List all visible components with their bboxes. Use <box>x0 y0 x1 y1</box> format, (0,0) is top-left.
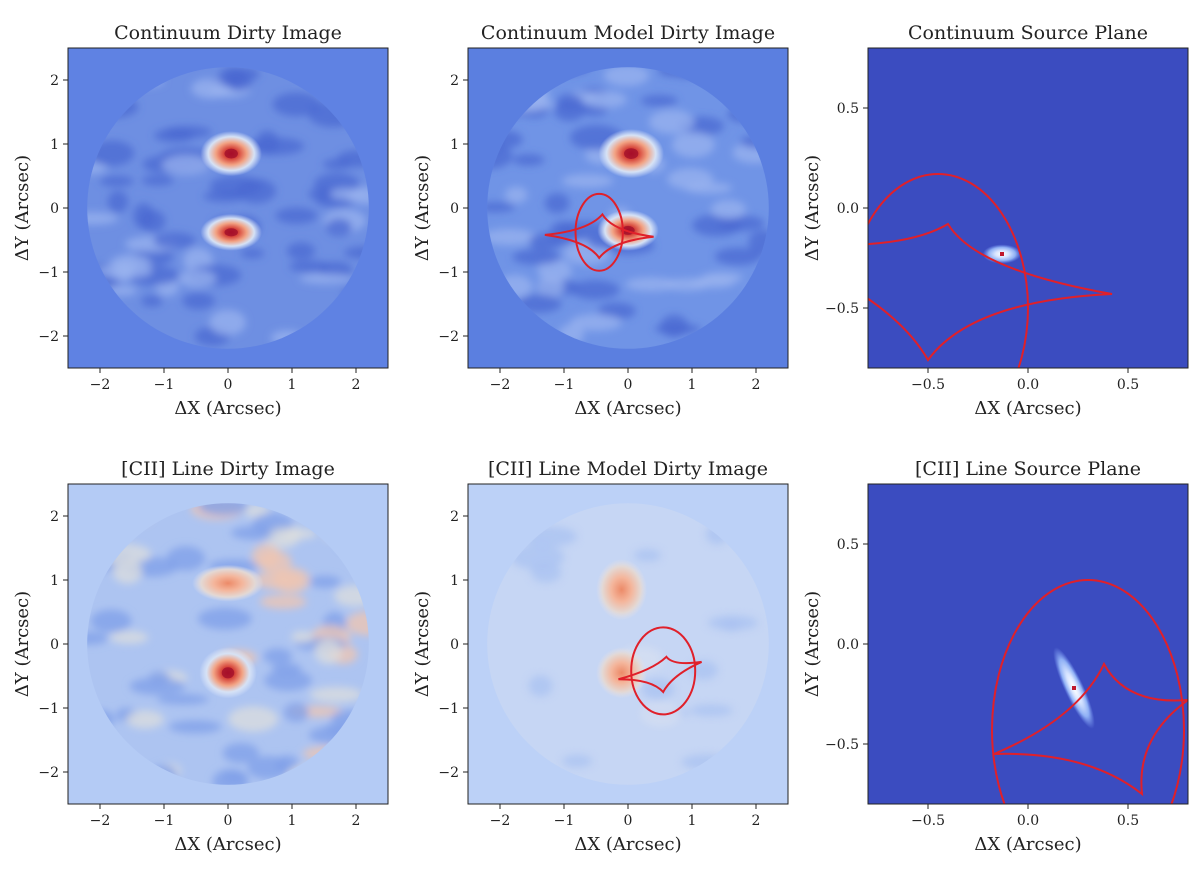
x-tick-label: 0.5 <box>1117 377 1139 393</box>
y-axis-label: ΔY (Arcsec) <box>12 591 33 697</box>
panel-title: [CII] Line Dirty Image <box>121 458 335 480</box>
y-tick-label: −2 <box>38 329 59 345</box>
x-tick-label: 0 <box>624 813 633 829</box>
panel-title: [CII] Line Source Plane <box>915 458 1141 480</box>
x-tick-label: −1 <box>554 377 575 393</box>
y-tick-label: 1 <box>50 137 59 153</box>
caustic <box>618 655 703 694</box>
y-axis-label: ΔY (Arcsec) <box>802 155 823 261</box>
y-tick-label: 0 <box>450 201 459 217</box>
y-tick-label: 2 <box>50 509 59 525</box>
x-tick-label: 1 <box>288 813 297 829</box>
y-tick-label: 0.0 <box>837 637 859 653</box>
source-peak <box>224 228 238 237</box>
panel-title: Continuum Model Dirty Image <box>481 22 775 44</box>
y-tick-label: −1 <box>438 265 459 281</box>
y-tick-label: 0.0 <box>837 201 859 217</box>
y-axis-label: ΔY (Arcsec) <box>802 591 823 697</box>
y-tick-label: 2 <box>450 73 459 89</box>
x-tick-label: 0 <box>224 813 233 829</box>
x-tick-label: −1 <box>154 813 175 829</box>
x-tick-label: −0.5 <box>911 377 945 393</box>
x-tick-label: −1 <box>554 813 575 829</box>
x-axis-label: ΔX (Arcsec) <box>974 834 1081 855</box>
y-tick-label: −2 <box>438 329 459 345</box>
panel-line-dirty: −2 −1 0 1 2 −2 −1 0 1 2 [CII] Line Dirty Image ΔX (… <box>12 458 389 855</box>
source-peak <box>1072 686 1076 690</box>
x-tick-label: 0.0 <box>1017 813 1039 829</box>
panel-cont-source: −0.5 0.0 0.5 −0.5 0.0 0.5 Continuum Source Pla… <box>802 22 1189 419</box>
x-tick-label: 2 <box>352 377 361 393</box>
x-tick-label: 2 <box>752 377 761 393</box>
y-tick-label: 2 <box>450 509 459 525</box>
y-axis-label: ΔY (Arcsec) <box>12 155 33 261</box>
x-axis-label: ΔX (Arcsec) <box>574 398 681 419</box>
critical-curve <box>868 173 1029 368</box>
x-tick-label: −1 <box>154 377 175 393</box>
x-tick-label: 2 <box>752 813 761 829</box>
y-tick-label: 0 <box>450 637 459 653</box>
source-emission <box>192 564 264 602</box>
x-axis-label: ΔX (Arcsec) <box>974 398 1081 419</box>
x-tick-label: 1 <box>288 377 297 393</box>
y-tick-label: 0 <box>50 637 59 653</box>
x-tick-label: −2 <box>490 813 511 829</box>
x-axis-label: ΔX (Arcsec) <box>174 398 281 419</box>
y-tick-label: 1 <box>450 573 459 589</box>
x-tick-label: −2 <box>490 377 511 393</box>
x-axis-label: ΔX (Arcsec) <box>574 834 681 855</box>
y-tick-label: −2 <box>38 765 59 781</box>
y-tick-label: −2 <box>438 765 459 781</box>
y-tick-label: −0.5 <box>825 737 859 753</box>
y-tick-label: 0.5 <box>837 101 859 117</box>
image-background <box>868 484 1188 804</box>
caustic <box>868 222 1113 362</box>
critical-curve <box>630 626 697 716</box>
x-tick-label: −2 <box>90 813 111 829</box>
y-tick-label: −0.5 <box>825 301 859 317</box>
x-tick-label: −2 <box>90 377 111 393</box>
source-peak <box>224 148 238 159</box>
y-tick-label: −1 <box>438 701 459 717</box>
x-tick-label: 0 <box>224 377 233 393</box>
x-tick-label: 0 <box>624 377 633 393</box>
x-tick-label: 1 <box>688 813 697 829</box>
y-tick-label: 1 <box>450 137 459 153</box>
critical-curve <box>991 579 1185 804</box>
y-tick-label: 0.5 <box>837 537 859 553</box>
panel-cont-dirty: −2 −1 0 1 2 −2 −1 0 1 2 Continuum Dirty Image ΔX (A… <box>12 22 389 419</box>
source-emission <box>596 647 648 699</box>
x-tick-label: 0.5 <box>1117 813 1139 829</box>
y-tick-label: 1 <box>50 573 59 589</box>
source-peak <box>221 667 235 679</box>
critical-curve <box>574 192 624 272</box>
caustic <box>544 212 654 260</box>
y-tick-label: 2 <box>50 73 59 89</box>
caustic <box>993 661 1188 797</box>
x-tick-label: −0.5 <box>911 813 945 829</box>
source-emission <box>596 558 648 621</box>
x-tick-label: 1 <box>688 377 697 393</box>
x-tick-label: 2 <box>352 813 361 829</box>
y-tick-label: −1 <box>38 701 59 717</box>
y-tick-label: 0 <box>50 201 59 217</box>
source-peak <box>624 148 639 159</box>
panel-title: [CII] Line Model Dirty Image <box>488 458 768 480</box>
y-axis-label: ΔY (Arcsec) <box>412 591 433 697</box>
panel-line-model: −2 −1 0 1 2 −2 −1 0 1 2 [CII] Line Model Dirty Ima… <box>412 458 789 855</box>
panel-title: Continuum Dirty Image <box>114 22 342 44</box>
panel-title: Continuum Source Plane <box>908 22 1148 44</box>
y-tick-label: −1 <box>38 265 59 281</box>
x-axis-label: ΔX (Arcsec) <box>174 834 281 855</box>
panel-cont-model: −2 −1 0 1 2 −2 −1 0 1 2 Continuum Model Dirty Imag… <box>412 22 789 419</box>
x-tick-label: 0.0 <box>1017 377 1039 393</box>
y-axis-label: ΔY (Arcsec) <box>412 155 433 261</box>
panel-line-source: −0.5 0.0 0.5 −0.5 0.0 0.5 [CII] Line Source Pl… <box>802 458 1189 855</box>
source-peak <box>1000 252 1004 256</box>
